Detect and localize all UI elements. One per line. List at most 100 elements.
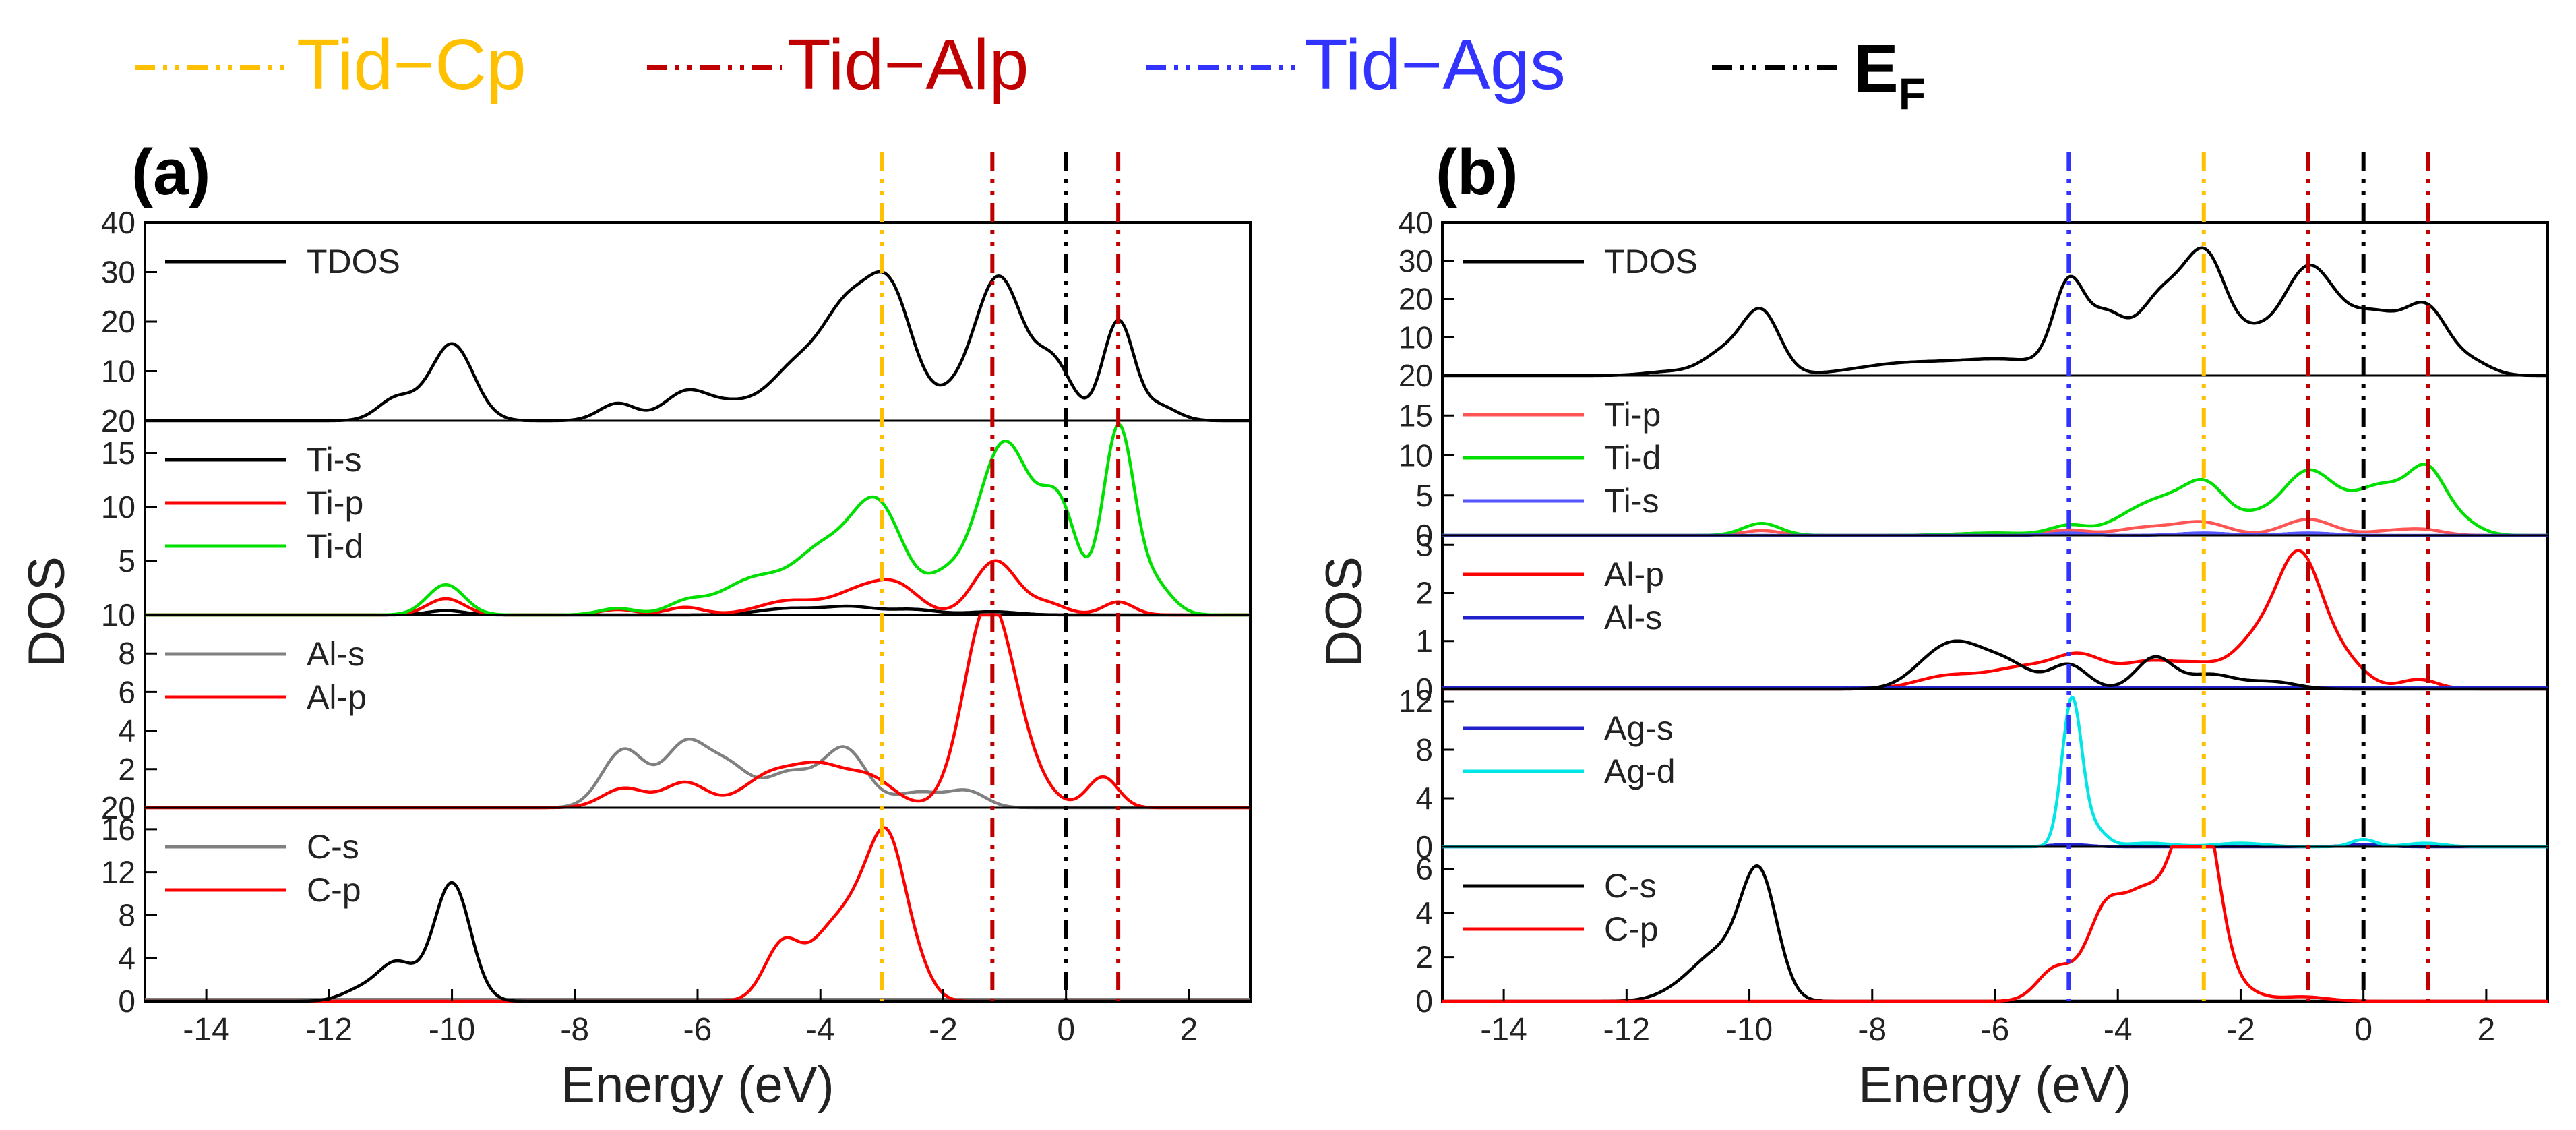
y-tick-label: 4 <box>1415 895 1433 930</box>
x-tick-label: -2 <box>2226 1012 2255 1048</box>
x-tick-label: 2 <box>2478 1012 2496 1048</box>
y-tick-label: 2 <box>1415 576 1433 611</box>
subpanel-4: 0 4 8 12 Ag-s Ag-d <box>1399 684 2548 864</box>
legend-label-TDOS: TDOS <box>1604 243 1698 280</box>
y-tick-label: 0 <box>1415 518 1433 553</box>
y-tick-label: 30 <box>101 255 135 290</box>
x-tick-label: -4 <box>806 1012 835 1048</box>
y-tick-label: 20 <box>101 304 135 339</box>
legend-label-TDOS: TDOS <box>307 243 400 280</box>
legend-label-Ti-p: Ti-p <box>1604 396 1661 434</box>
x-tick-label: 2 <box>1180 1012 1198 1048</box>
x-tick-label: -8 <box>560 1012 589 1048</box>
legend-label-C-p: C-p <box>1604 910 1659 948</box>
y-tick-label: 0 <box>118 984 135 1019</box>
legend-label-Ag-s: Ag-s <box>1604 709 1674 747</box>
x-tick-label: -14 <box>1480 1012 1527 1048</box>
legend-label-Ti-d: Ti-d <box>1604 439 1661 477</box>
x-tick-label: -4 <box>2104 1012 2133 1048</box>
x-tick-label: -10 <box>429 1012 475 1048</box>
y-tick-label: 2 <box>118 752 135 787</box>
y-tick-label: 4 <box>118 941 135 976</box>
subpanel-2: 5 10 15 10 Ti-s Ti-p Ti-d <box>101 419 1250 632</box>
x-tick-label: -10 <box>1726 1012 1773 1048</box>
x-tick-label: 0 <box>1057 1012 1075 1048</box>
x-tick-label: -12 <box>1603 1012 1650 1048</box>
y-axis-label: DOS <box>1316 556 1373 667</box>
y-boundary-label: 10 <box>101 597 135 632</box>
chart-a: (a)1020304020TDOS5101510Ti-sTi-pTi-d2468… <box>18 136 1252 1114</box>
legend-label-Ti-s: Ti-s <box>307 441 361 479</box>
legend-label-tid-cp: Tid−Cp <box>297 25 526 105</box>
y-tick-label: 10 <box>101 354 135 389</box>
legend-label-Ti-p: Ti-p <box>307 484 363 522</box>
y-tick-label: 0 <box>1415 984 1433 1019</box>
y-tick-label: 1 <box>1415 624 1433 659</box>
y-boundary-label: 20 <box>101 403 135 438</box>
x-tick-label: -6 <box>683 1012 712 1048</box>
y-tick-label: 2 <box>1415 940 1433 975</box>
y-tick-label: 40 <box>1399 205 1433 240</box>
panel-label: (a) <box>131 136 210 208</box>
x-tick-label: -8 <box>1858 1012 1887 1048</box>
y-tick-label: 20 <box>1399 282 1433 317</box>
x-tick-label: -12 <box>306 1012 352 1048</box>
series-line-TDOS <box>145 270 1250 423</box>
x-tick-label: -14 <box>183 1012 229 1048</box>
legend-label-Ag-d: Ag-d <box>1604 752 1676 790</box>
y-tick-label: 8 <box>1415 732 1433 767</box>
y-tick-label: 0 <box>1415 829 1433 864</box>
legend-label-Ti-d: Ti-d <box>307 527 363 565</box>
y-tick-label: 12 <box>1399 684 1433 719</box>
legend-label-C-s: C-s <box>1604 867 1657 905</box>
subpanel-5: 0 2 4 6 C-s C-p <box>1415 845 2548 1019</box>
legend-label-tid-ags: Tid−Ags <box>1304 25 1566 105</box>
legend-label-ef-sub: F <box>1899 69 1926 119</box>
legend-label-Al-s: Al-s <box>307 635 365 673</box>
y-tick-label: 4 <box>118 713 135 748</box>
subpanel-3: 2 4 68 20 Al-s Al-p <box>101 613 1250 825</box>
y-tick-label: 10 <box>1399 320 1433 355</box>
y-tick-label: 40 <box>101 205 135 240</box>
x-tick-label: -6 <box>1981 1012 2010 1048</box>
y-tick-label: 10 <box>101 489 135 525</box>
x-tick-label: 0 <box>2354 1012 2372 1048</box>
subpanel-3: 0 1 2 3 Al-p Al-s <box>1415 527 2548 707</box>
y-tick-label: 12 <box>101 855 135 890</box>
x-tick-label: -2 <box>929 1012 958 1048</box>
y-tick-label: 6 <box>118 674 135 709</box>
y-tick-label: 3 <box>1415 527 1433 562</box>
y-tick-label: 5 <box>1415 478 1433 513</box>
y-axis-label: DOS <box>18 556 75 667</box>
legend-label-C-p: C-p <box>307 871 361 909</box>
x-axis-label: Energy (eV) <box>561 1057 834 1114</box>
legend-label-Al-s: Al-s <box>1604 599 1662 636</box>
legend-label-Al-p: Al-p <box>1604 556 1664 593</box>
y-tick-label: 0 <box>1415 672 1433 707</box>
series-line-Ti-p <box>145 559 1250 617</box>
y-tick-label: 15 <box>101 436 135 471</box>
y-boundary-label: 20 <box>1399 358 1433 393</box>
y-tick-label: 8 <box>118 636 135 671</box>
y-tick-label: 10 <box>1399 438 1433 473</box>
y-tick-label: 6 <box>1415 852 1433 887</box>
reference-line-legend: Tid−Cp Tid−Alp Tid−Ags EF <box>135 25 1926 119</box>
series-line-Al-s <box>145 737 1250 810</box>
legend-label-tid-alp: Tid−Alp <box>787 25 1029 105</box>
y-tick-label: 5 <box>118 543 135 578</box>
y-tick-label: 15 <box>1399 398 1433 433</box>
subpanel-4: 0 4 8 12 16 C-s C-p <box>101 806 1250 1019</box>
y-tick-label: 8 <box>118 897 135 932</box>
subpanel-2: 0 5 10 15 Ti-p Ti-d Ti-s <box>1399 374 2548 553</box>
legend-label-ef: EF <box>1853 31 1926 119</box>
y-boundary-label: 20 <box>101 790 135 825</box>
legend-label-Al-p: Al-p <box>307 678 367 716</box>
y-tick-label: 30 <box>1399 243 1433 278</box>
legend-label-Ti-s: Ti-s <box>1604 482 1659 520</box>
x-axis-label: Energy (eV) <box>1858 1057 2132 1114</box>
panel-label: (b) <box>1436 136 1519 208</box>
subpanel-1: 10 20 30 40 20 TDOS <box>101 205 1250 438</box>
